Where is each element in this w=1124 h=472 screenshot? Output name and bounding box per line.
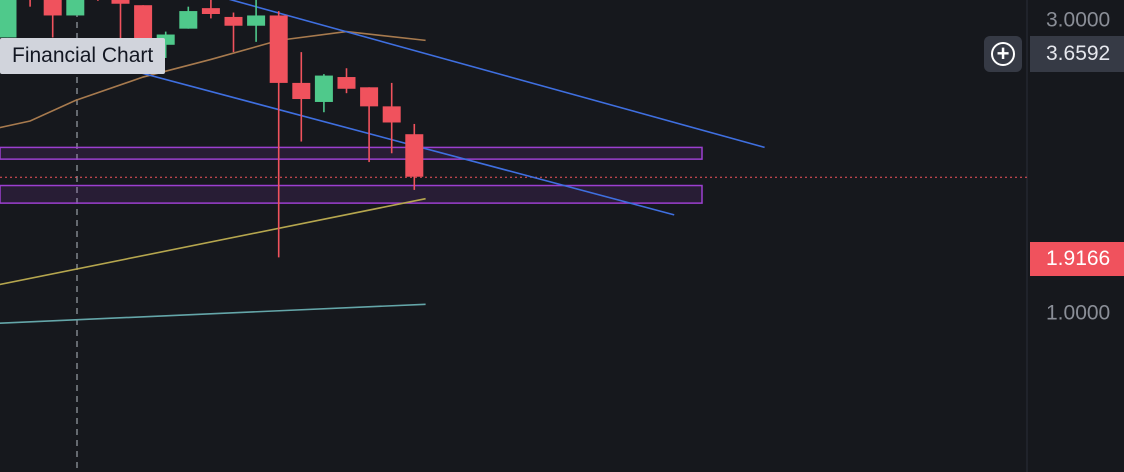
candle-body	[247, 15, 266, 26]
candle-body	[405, 134, 424, 177]
candle-body	[156, 34, 175, 45]
candle-body	[0, 0, 17, 38]
moving-average-line-1	[0, 30, 426, 129]
plus-circle-icon: +	[991, 42, 1015, 66]
price-tick-label: 1.0000	[1046, 302, 1110, 325]
support-zone-2	[0, 184, 703, 204]
moving-average-line-2	[0, 197, 426, 286]
candle-body	[111, 0, 130, 4]
candle-body	[269, 15, 288, 83]
moving-average-line-3	[0, 303, 426, 324]
candle-body	[201, 8, 220, 15]
candle-body	[314, 75, 333, 102]
candle-body	[360, 87, 379, 107]
price-tick-label: 3.0000	[1046, 8, 1110, 31]
crosshair-price-label: 3.6592	[1030, 36, 1124, 72]
candle-body	[382, 106, 401, 123]
candle-body	[179, 11, 198, 29]
candle-body	[134, 5, 153, 47]
candle-body	[66, 0, 85, 16]
candle-body	[43, 0, 62, 16]
support-zone-1	[0, 146, 703, 160]
candle-body	[292, 82, 311, 100]
current-price-label: 1.9166	[1030, 242, 1124, 276]
channel-upper-line	[228, 0, 765, 149]
add-alert-button[interactable]: +	[984, 36, 1022, 72]
candle-body	[337, 77, 356, 89]
candle-body	[224, 16, 243, 26]
chart-title: Financial Chart	[0, 38, 166, 74]
